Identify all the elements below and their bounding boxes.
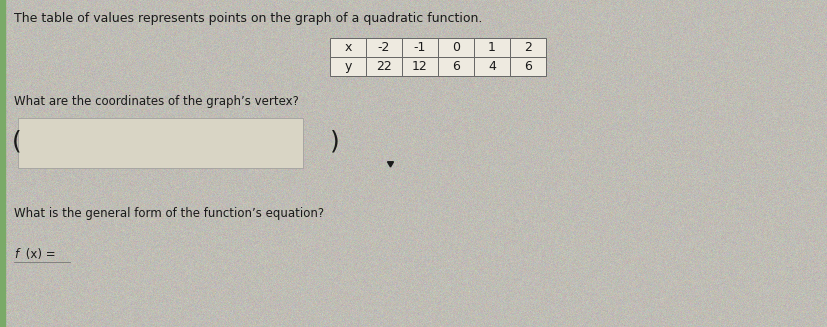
- Bar: [402, 57, 437, 76]
- Text: 1: 1: [487, 41, 495, 54]
- Text: x: x: [344, 41, 351, 54]
- Text: 6: 6: [452, 60, 459, 73]
- Bar: [330, 57, 366, 76]
- Bar: [509, 38, 545, 57]
- Text: f: f: [14, 248, 18, 261]
- Text: What is the general form of the function’s equation?: What is the general form of the function…: [14, 207, 323, 220]
- Text: -1: -1: [414, 41, 426, 54]
- Text: (x) =: (x) =: [22, 248, 55, 261]
- Bar: [473, 38, 509, 57]
- Text: 22: 22: [375, 60, 391, 73]
- Bar: [437, 57, 473, 76]
- Text: What are the coordinates of the graph’s vertex?: What are the coordinates of the graph’s …: [14, 95, 299, 108]
- Text: y: y: [344, 60, 351, 73]
- Bar: [366, 57, 402, 76]
- Text: (: (: [12, 129, 22, 153]
- Text: 4: 4: [487, 60, 495, 73]
- Text: -2: -2: [377, 41, 390, 54]
- Text: 6: 6: [523, 60, 531, 73]
- Bar: [437, 38, 473, 57]
- Bar: [402, 38, 437, 57]
- Text: 0: 0: [452, 41, 460, 54]
- Bar: [18, 118, 303, 168]
- Text: The table of values represents points on the graph of a quadratic function.: The table of values represents points on…: [14, 12, 482, 25]
- Bar: [473, 57, 509, 76]
- Bar: [366, 38, 402, 57]
- Text: 12: 12: [412, 60, 428, 73]
- Text: 2: 2: [523, 41, 531, 54]
- Bar: [509, 57, 545, 76]
- Bar: [330, 38, 366, 57]
- Bar: [0, 0, 5, 327]
- Text: ): ): [330, 129, 339, 153]
